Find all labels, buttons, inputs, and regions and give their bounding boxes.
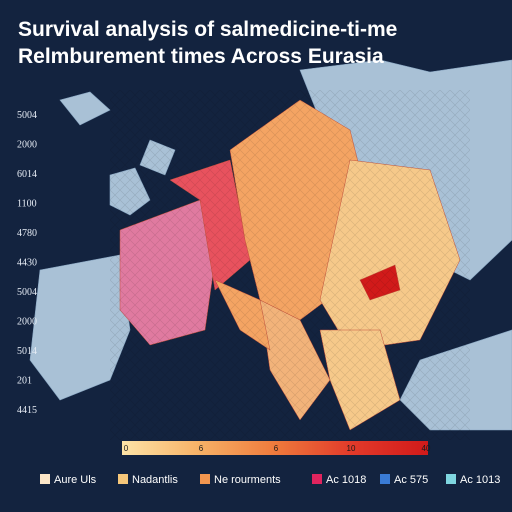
side-label: 4430 [17,258,37,269]
legend-swatch [312,474,322,484]
legend-swatch [200,474,210,484]
side-label: 5004 [17,110,37,121]
side-label: 2000 [17,317,37,328]
side-label: 5004 [17,287,37,298]
legend-swatch [40,474,50,484]
colorbar-tick: 6 [199,444,204,453]
legend-swatch [118,474,128,484]
side-label: 2000 [17,140,37,151]
side-label: 4415 [17,405,37,416]
legend-swatch [446,474,456,484]
legend-label: Ne rourments [214,474,281,486]
side-label: 1100 [17,199,37,210]
legend-label: Ac 1013 [460,474,500,486]
title-line-2: Relmburement times Across Eurasia [18,45,384,68]
colorbar-tick: 10 [347,444,356,453]
colorbar-tick: 0 [124,444,129,453]
legend-label: Aure Uls [54,474,97,486]
legend-label: Ac 575 [394,474,428,486]
colorbar [122,441,428,455]
legend-swatch [380,474,390,484]
side-label: 5014 [17,346,37,357]
mesh-texture [110,90,470,440]
colorbar-ticks: 0 6 6 10 40 [124,444,431,453]
side-label: 4780 [17,228,37,239]
title-line-1: Survival analysis of salmedicine-ti-me [18,18,397,41]
colorbar-tick: 40 [422,444,431,453]
legend-label: Ac 1018 [326,474,366,486]
legend-label: Nadantlis [132,474,178,486]
side-label: 201 [17,376,32,387]
legend: Aure Uls Nadantlis Ne rourments Ac 1018 Ac 5… [40,474,500,486]
side-label: 6014 [17,169,37,180]
side-labels: 5004 2000 6014 1100 4780 4430 5004 2000 5014 201 4… [17,110,37,416]
colorbar-tick: 6 [274,444,279,453]
